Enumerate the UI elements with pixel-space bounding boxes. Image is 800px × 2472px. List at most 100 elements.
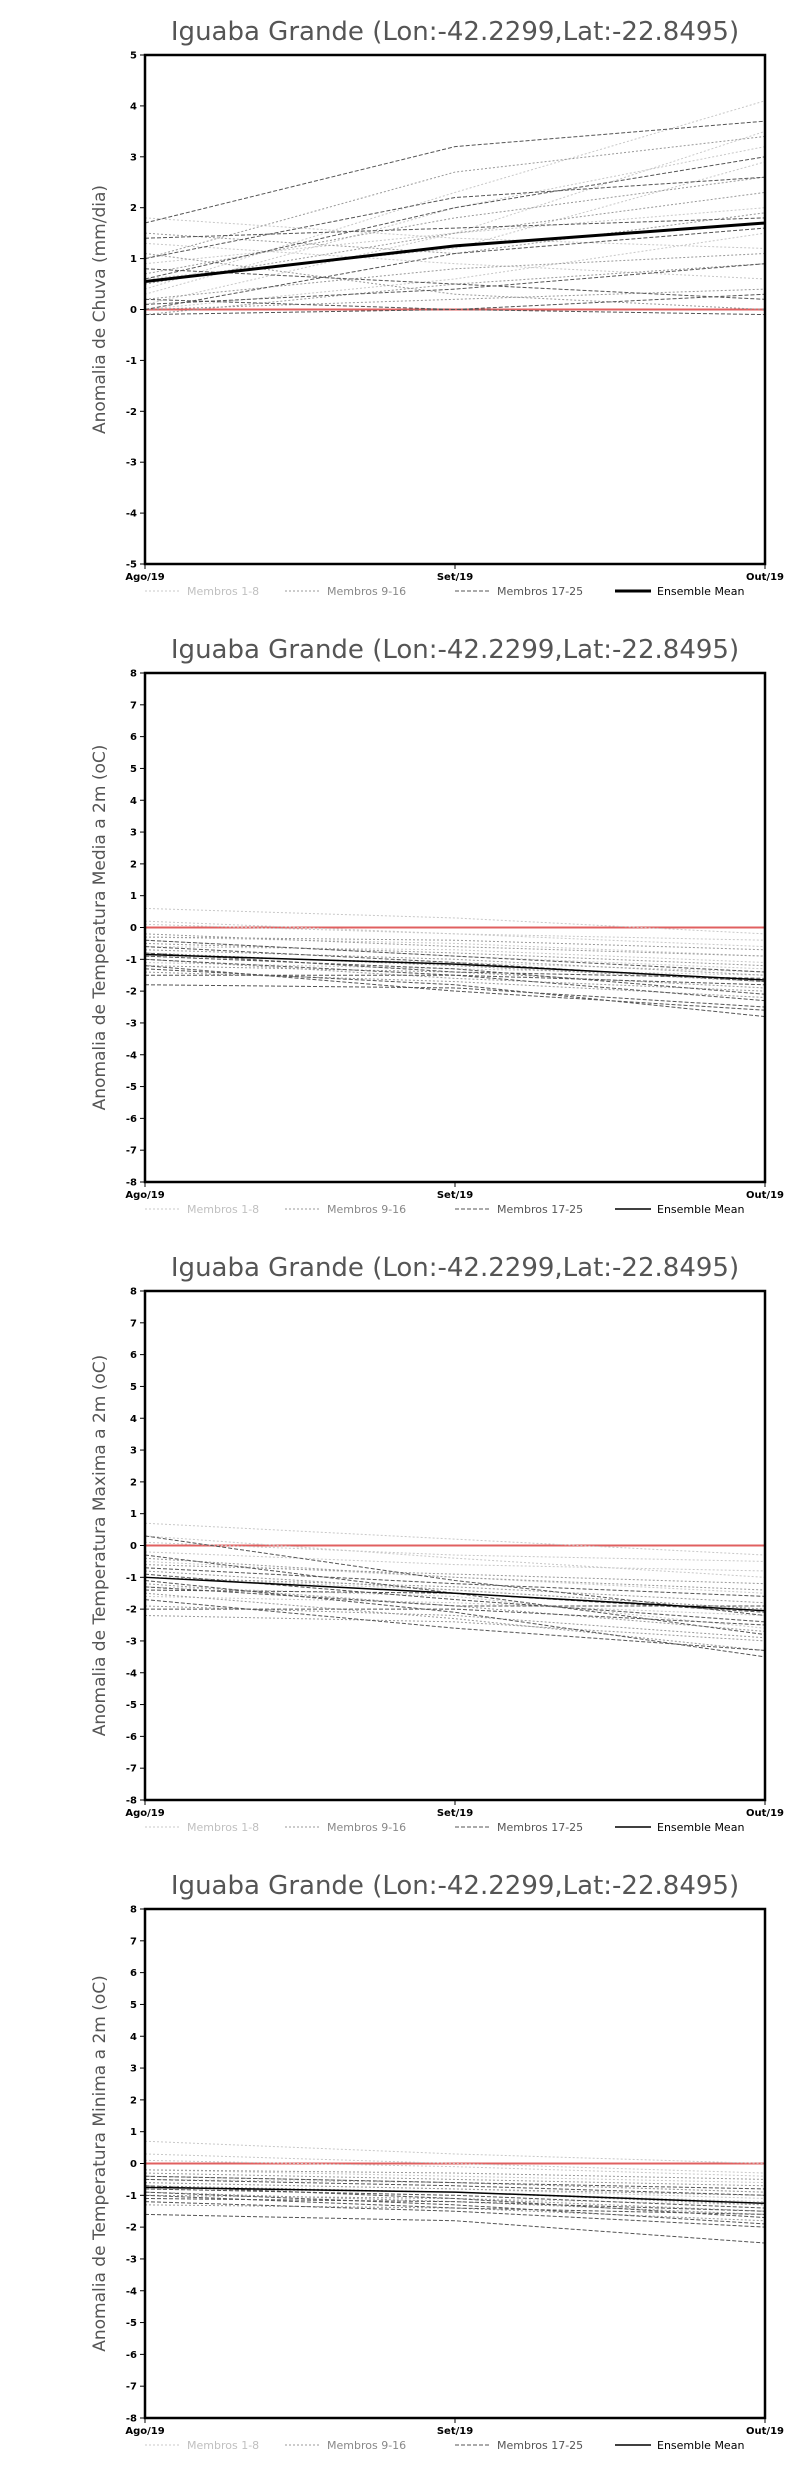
y-tick-label: 3	[130, 152, 137, 163]
legend-item-g1: Membros 1-8	[145, 1203, 259, 1216]
series-line-member-3	[144, 130, 766, 305]
y-tick-label: -1	[126, 1573, 137, 1584]
y-tick-label: 3	[130, 2064, 137, 2075]
chart-panel-mean-temperature: Iguaba Grande (Lon:-42.2299,Lat:-22.8495…	[0, 618, 800, 1236]
x-tick-label: Ago/19	[125, 1808, 164, 1819]
series-line-member-3	[144, 936, 766, 957]
series-line-member-1	[144, 907, 766, 935]
series-line-member-18	[144, 1535, 766, 1616]
legend-label: Membros 1-8	[187, 585, 259, 598]
legend-item-mean: Ensemble Mean	[615, 2439, 744, 2452]
legend-item-mean: Ensemble Mean	[615, 585, 744, 598]
legend-label: Membros 9-16	[327, 1203, 406, 1216]
series-line-member-7	[144, 2182, 766, 2199]
x-tick-label: Ago/19	[125, 2426, 164, 2437]
plot-frame	[143, 1289, 767, 1802]
chart-panel-min-temperature: Iguaba Grande (Lon:-42.2299,Lat:-22.8495…	[0, 1854, 800, 2472]
legend-label: Ensemble Mean	[657, 2439, 744, 2452]
legend-label: Membros 17-25	[497, 585, 583, 598]
y-tick-label: -2	[126, 1605, 137, 1616]
y-tick-label: 8	[130, 1287, 137, 1298]
series-line-member-21	[144, 2191, 766, 2225]
y-tick-label: 0	[130, 923, 137, 934]
series-line-member-20	[144, 1599, 766, 1651]
series-line-member-18	[144, 176, 766, 260]
y-tick-label: 6	[130, 1968, 137, 1979]
y-tick-label: 1	[130, 891, 137, 902]
y-tick-label: 2	[130, 2095, 137, 2106]
series-line-member-17	[144, 120, 766, 224]
series-line-member-23	[144, 268, 766, 300]
legend-label: Membros 1-8	[187, 1821, 259, 1834]
y-tick-label: -6	[126, 2350, 137, 2361]
series-line-member-16	[144, 1564, 766, 1585]
legend-label: Membros 17-25	[497, 1203, 583, 1216]
legend-item-mean: Ensemble Mean	[615, 1821, 744, 1834]
series-line-member-9	[144, 135, 766, 260]
series-line-member-8	[144, 1541, 766, 1562]
series-line-member-17	[144, 2213, 766, 2244]
y-tick-label: -5	[126, 1700, 137, 1711]
legend-item-g3: Membros 17-25	[455, 585, 583, 598]
series-line-member-24	[144, 227, 766, 310]
series-line-member-1	[144, 207, 766, 265]
series-line-member-12	[144, 2172, 766, 2187]
series-line-member-5	[144, 2188, 766, 2203]
y-tick-label: 8	[130, 669, 137, 680]
legend-item-g2: Membros 9-16	[285, 1203, 406, 1216]
series-line-member-5	[144, 1595, 766, 1616]
y-tick-label: -4	[126, 1668, 137, 1679]
series-line-member-15	[144, 176, 766, 275]
series-line-member-12	[144, 933, 766, 957]
series-line-member-8	[144, 232, 766, 310]
series-line-member-25	[144, 2194, 766, 2215]
series-line-member-18	[144, 2201, 766, 2228]
y-tick-label: 3	[130, 1446, 137, 1457]
series-line-member-7	[144, 1586, 766, 1629]
y-tick-label: -7	[126, 1146, 137, 1157]
x-tick-label: Set/19	[437, 1808, 473, 1819]
series-line-ensemble-mean	[144, 221, 766, 283]
chart-panel-max-temperature: Iguaba Grande (Lon:-42.2299,Lat:-22.8495…	[0, 1236, 800, 1854]
legend-label: Membros 9-16	[327, 1821, 406, 1834]
y-tick-label: 4	[130, 2032, 137, 2043]
series-line-member-2	[144, 920, 766, 948]
y-tick-label: 5	[130, 764, 137, 775]
x-tick-label: Set/19	[437, 572, 473, 583]
y-tick-label: 7	[130, 1318, 137, 1329]
legend-label: Membros 9-16	[327, 585, 406, 598]
chart-title: Iguaba Grande (Lon:-42.2299,Lat:-22.8495…	[171, 17, 739, 47]
y-axis-label: Anomalia de Temperatura Media a 2m (oC)	[90, 745, 110, 1111]
rain-anomaly-chart: Iguaba Grande (Lon:-42.2299,Lat:-22.8495…	[90, 17, 784, 598]
y-tick-label: -7	[126, 1764, 137, 1775]
series-line-member-24	[144, 965, 766, 1011]
y-tick-label: 8	[130, 1905, 137, 1916]
legend-label: Membros 1-8	[187, 1203, 259, 1216]
x-tick-label: Out/19	[746, 1808, 784, 1819]
y-tick-label: -1	[126, 356, 137, 367]
y-tick-label: -2	[126, 987, 137, 998]
y-tick-label: -7	[126, 2382, 137, 2393]
series-line-member-10	[144, 2185, 766, 2206]
y-tick-label: 7	[130, 700, 137, 711]
y-tick-label: 2	[130, 1477, 137, 1488]
series-line-member-13	[144, 2204, 766, 2222]
y-tick-label: 2	[130, 859, 137, 870]
y-tick-label: -1	[126, 2191, 137, 2202]
series-line-member-1	[144, 1522, 766, 1556]
y-tick-label: 5	[130, 51, 137, 62]
y-tick-label: 3	[130, 828, 137, 839]
series-line-member-23	[144, 2185, 766, 2219]
series-line-member-22	[145, 974, 766, 986]
series-line-member-16	[144, 288, 766, 310]
x-tick-label: Set/19	[437, 1190, 473, 1201]
series-line-member-1	[144, 2140, 766, 2164]
y-tick-label: -8	[126, 2414, 137, 2425]
legend-item-g1: Membros 1-8	[145, 1821, 259, 1834]
legend-item-g2: Membros 9-16	[285, 1821, 406, 1834]
series-line-member-3	[144, 2169, 766, 2184]
y-tick-label: -3	[126, 458, 137, 469]
series-line-member-12	[144, 1557, 766, 1591]
x-tick-label: Ago/19	[125, 572, 164, 583]
plot-frame	[143, 53, 767, 566]
